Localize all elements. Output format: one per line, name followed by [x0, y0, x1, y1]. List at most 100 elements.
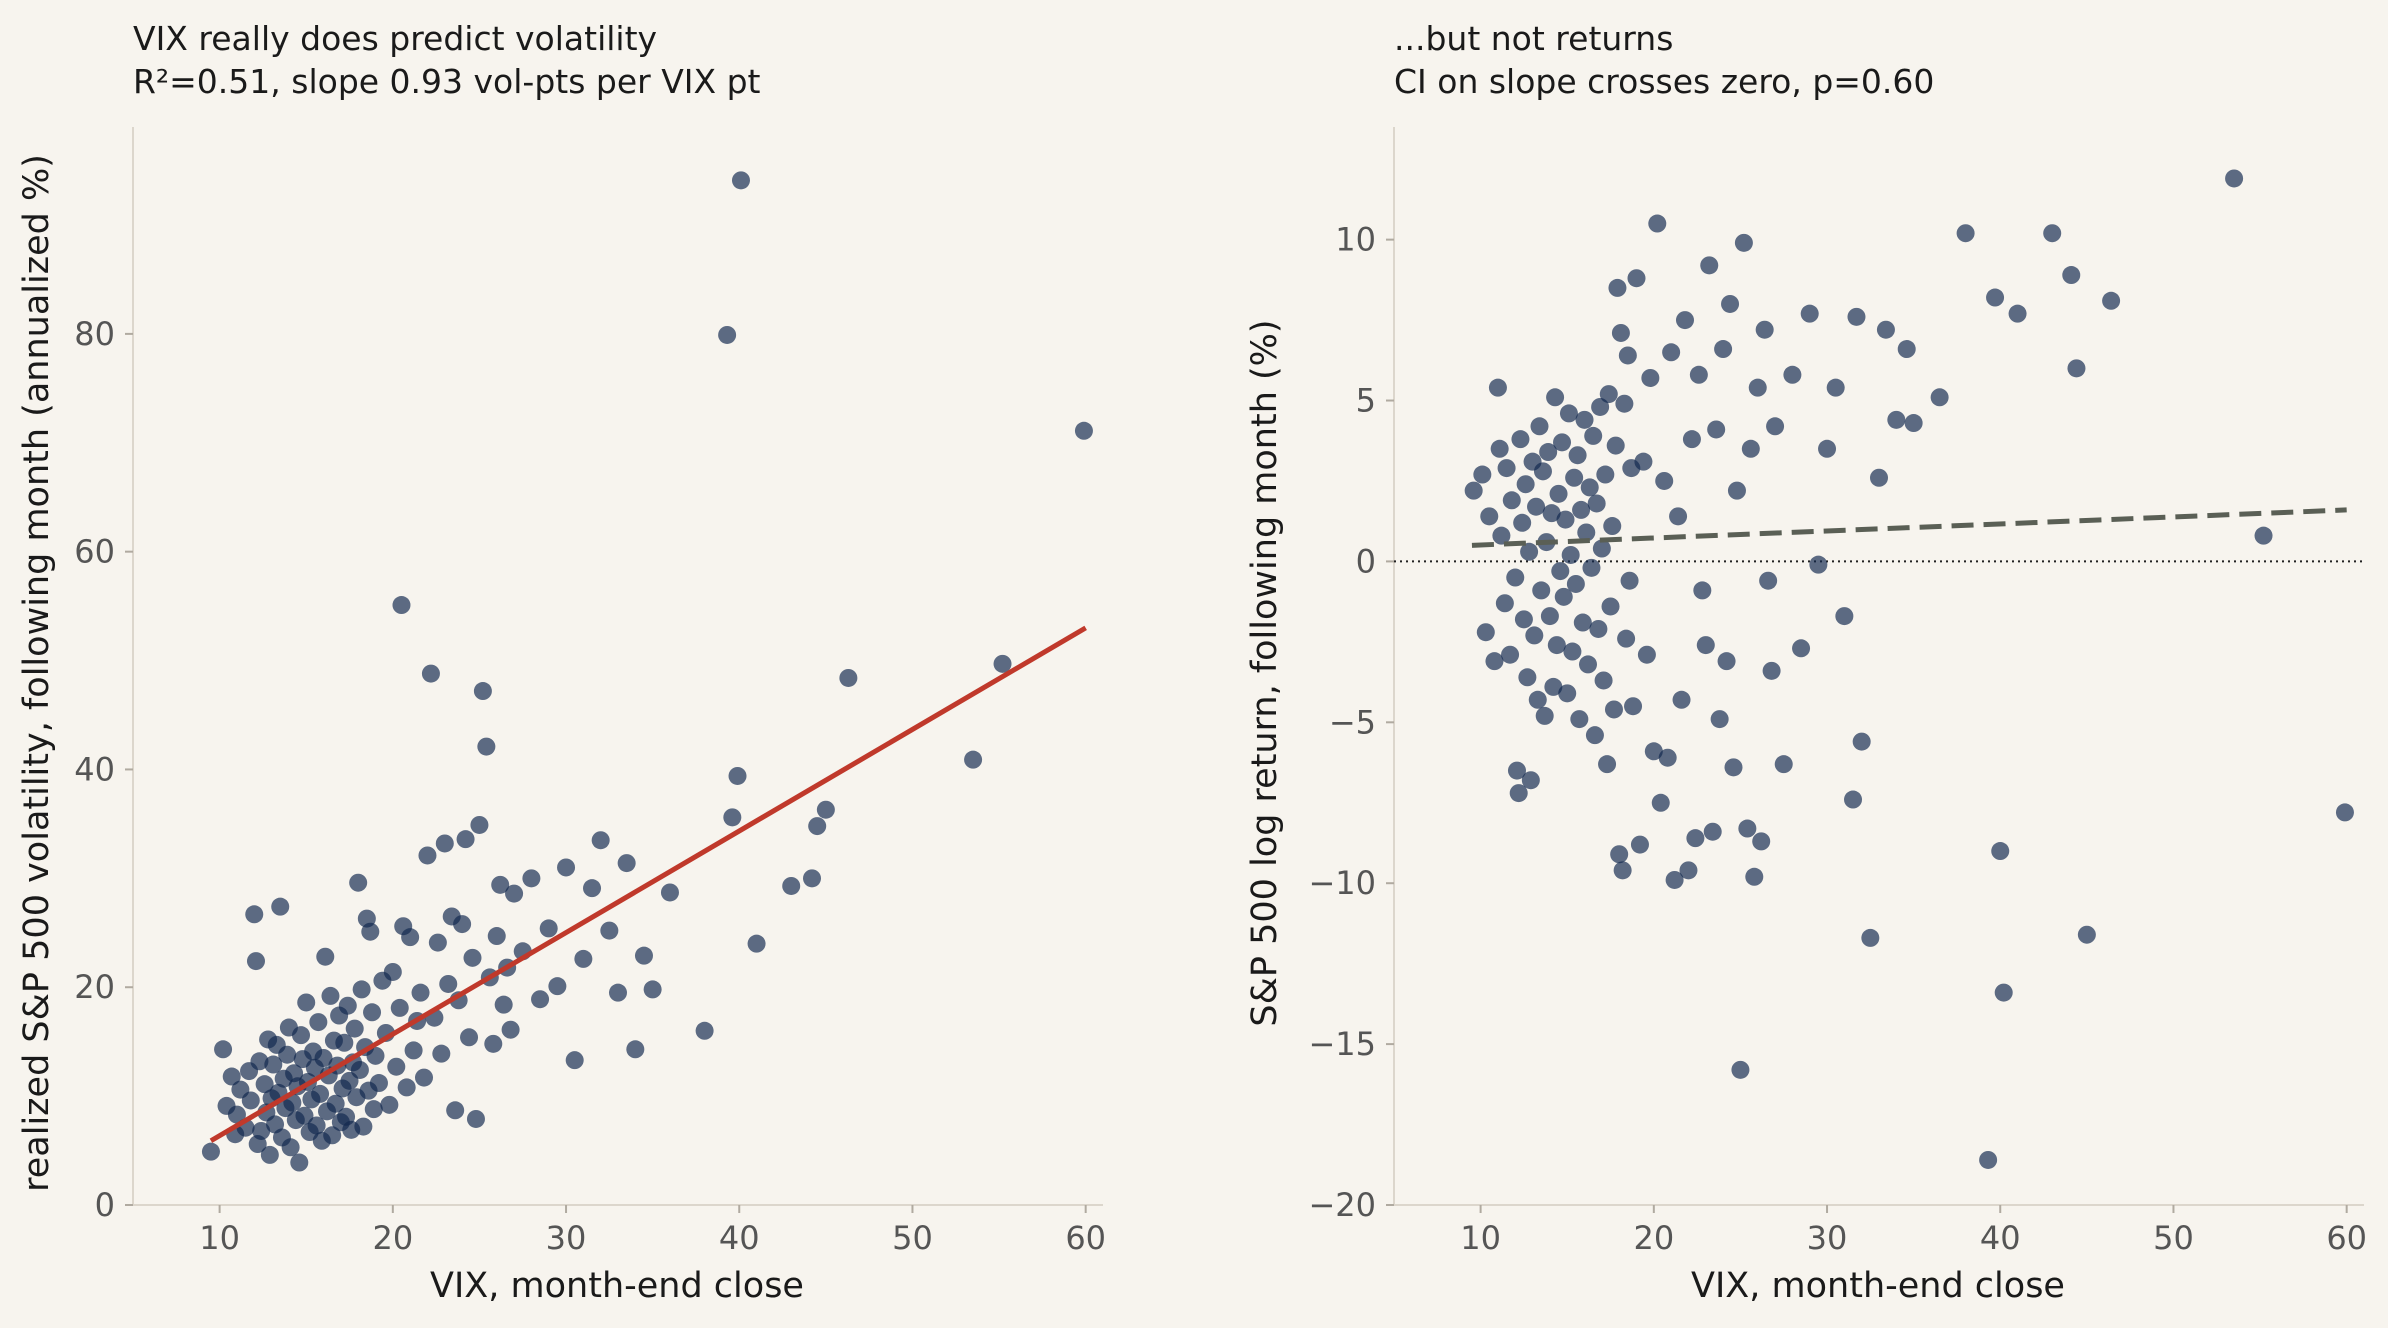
data-point: [456, 830, 475, 849]
data-point: [453, 915, 472, 934]
data-point: [260, 1145, 279, 1164]
data-point: [484, 1034, 503, 1053]
data-point: [463, 948, 482, 967]
data-point: [1627, 269, 1646, 288]
data-point: [354, 1117, 373, 1136]
y-tick-label: 10: [1335, 221, 1376, 259]
data-point: [1532, 581, 1551, 600]
data-point: [1738, 819, 1757, 838]
x-tick-label: 60: [1065, 1219, 1106, 1257]
regression-line: [209, 625, 1087, 1143]
data-point: [278, 1045, 297, 1064]
data-point: [466, 1109, 485, 1128]
data-point: [548, 977, 567, 996]
data-point: [1618, 346, 1637, 365]
data-point: [1617, 629, 1636, 648]
data-point: [1835, 607, 1854, 626]
data-point: [1759, 571, 1778, 590]
data-point: [1620, 571, 1639, 590]
data-point: [1734, 233, 1753, 252]
data-point: [1844, 790, 1863, 809]
data-point: [1818, 439, 1837, 458]
regression-line: [1471, 507, 2347, 548]
data-point: [1707, 420, 1726, 439]
data-point: [1533, 462, 1552, 481]
data-point: [1495, 594, 1514, 613]
data-point: [1655, 471, 1674, 490]
data-point: [1641, 368, 1660, 387]
data-point: [487, 927, 506, 946]
data-point: [1608, 278, 1627, 297]
data-point: [1501, 645, 1520, 664]
data-point: [349, 873, 368, 892]
data-point: [250, 1052, 269, 1071]
data-point: [1676, 311, 1694, 330]
y-tick-label: 20: [74, 968, 115, 1006]
data-point: [626, 1040, 645, 1059]
data-point: [1573, 613, 1592, 632]
data-point: [1717, 652, 1736, 671]
data-point: [214, 1040, 233, 1059]
data-point: [245, 905, 264, 924]
data-point: [1979, 1150, 1998, 1169]
data-point: [1766, 417, 1785, 436]
data-point: [964, 750, 983, 769]
chart-title: VIX really does predict volatility: [133, 19, 657, 58]
data-point: [1488, 378, 1507, 397]
x-tick-label: 30: [546, 1219, 587, 1257]
data-point: [1584, 426, 1603, 445]
data-point: [1809, 555, 1828, 574]
data-point: [1565, 468, 1584, 487]
data-point: [2008, 304, 2027, 323]
data-point: [418, 846, 437, 865]
data-point: [1559, 404, 1578, 423]
data-point: [1558, 684, 1577, 703]
data-point: [1514, 610, 1533, 629]
data-point: [1762, 661, 1781, 680]
data-point: [782, 876, 801, 895]
data-point: [335, 1033, 354, 1052]
data-point: [1535, 706, 1554, 725]
data-point: [1724, 758, 1743, 777]
data-point: [1700, 256, 1719, 275]
data-point: [539, 919, 558, 938]
data-point: [2225, 169, 2244, 188]
data-point: [728, 766, 747, 785]
data-point: [1774, 755, 1793, 774]
data-point: [1672, 690, 1691, 709]
data-point: [808, 817, 827, 836]
x-tick-label: 50: [2153, 1219, 2194, 1257]
data-point: [1492, 526, 1511, 545]
data-point: [1521, 771, 1540, 790]
data-point: [201, 1142, 220, 1161]
data-point: [383, 962, 402, 981]
data-point: [1637, 645, 1656, 664]
data-point: [643, 980, 662, 999]
y-tick-label: −5: [1329, 703, 1376, 741]
data-point: [1613, 861, 1632, 880]
y-tick-label: 0: [95, 1186, 115, 1224]
data-point: [1624, 697, 1643, 716]
data-point: [2062, 266, 2081, 285]
data-point: [1580, 478, 1599, 497]
data-point: [634, 946, 653, 965]
data-point: [1696, 636, 1715, 655]
data-point: [1480, 507, 1499, 526]
data-point: [565, 1051, 584, 1070]
data-point: [2254, 526, 2273, 545]
data-point: [241, 1091, 260, 1110]
data-point: [609, 983, 627, 1002]
data-point: [491, 875, 510, 894]
data-point: [1904, 414, 1923, 433]
data-point: [364, 1100, 383, 1119]
data-point: [1596, 465, 1615, 484]
data-point: [380, 1095, 399, 1114]
data-point: [993, 654, 1012, 673]
data-point: [1506, 568, 1525, 587]
data-point: [428, 933, 447, 952]
data-point: [1551, 562, 1570, 581]
data-point: [1507, 761, 1526, 780]
data-point: [1741, 439, 1760, 458]
data-point: [1539, 443, 1558, 462]
data-point: [1703, 822, 1722, 841]
